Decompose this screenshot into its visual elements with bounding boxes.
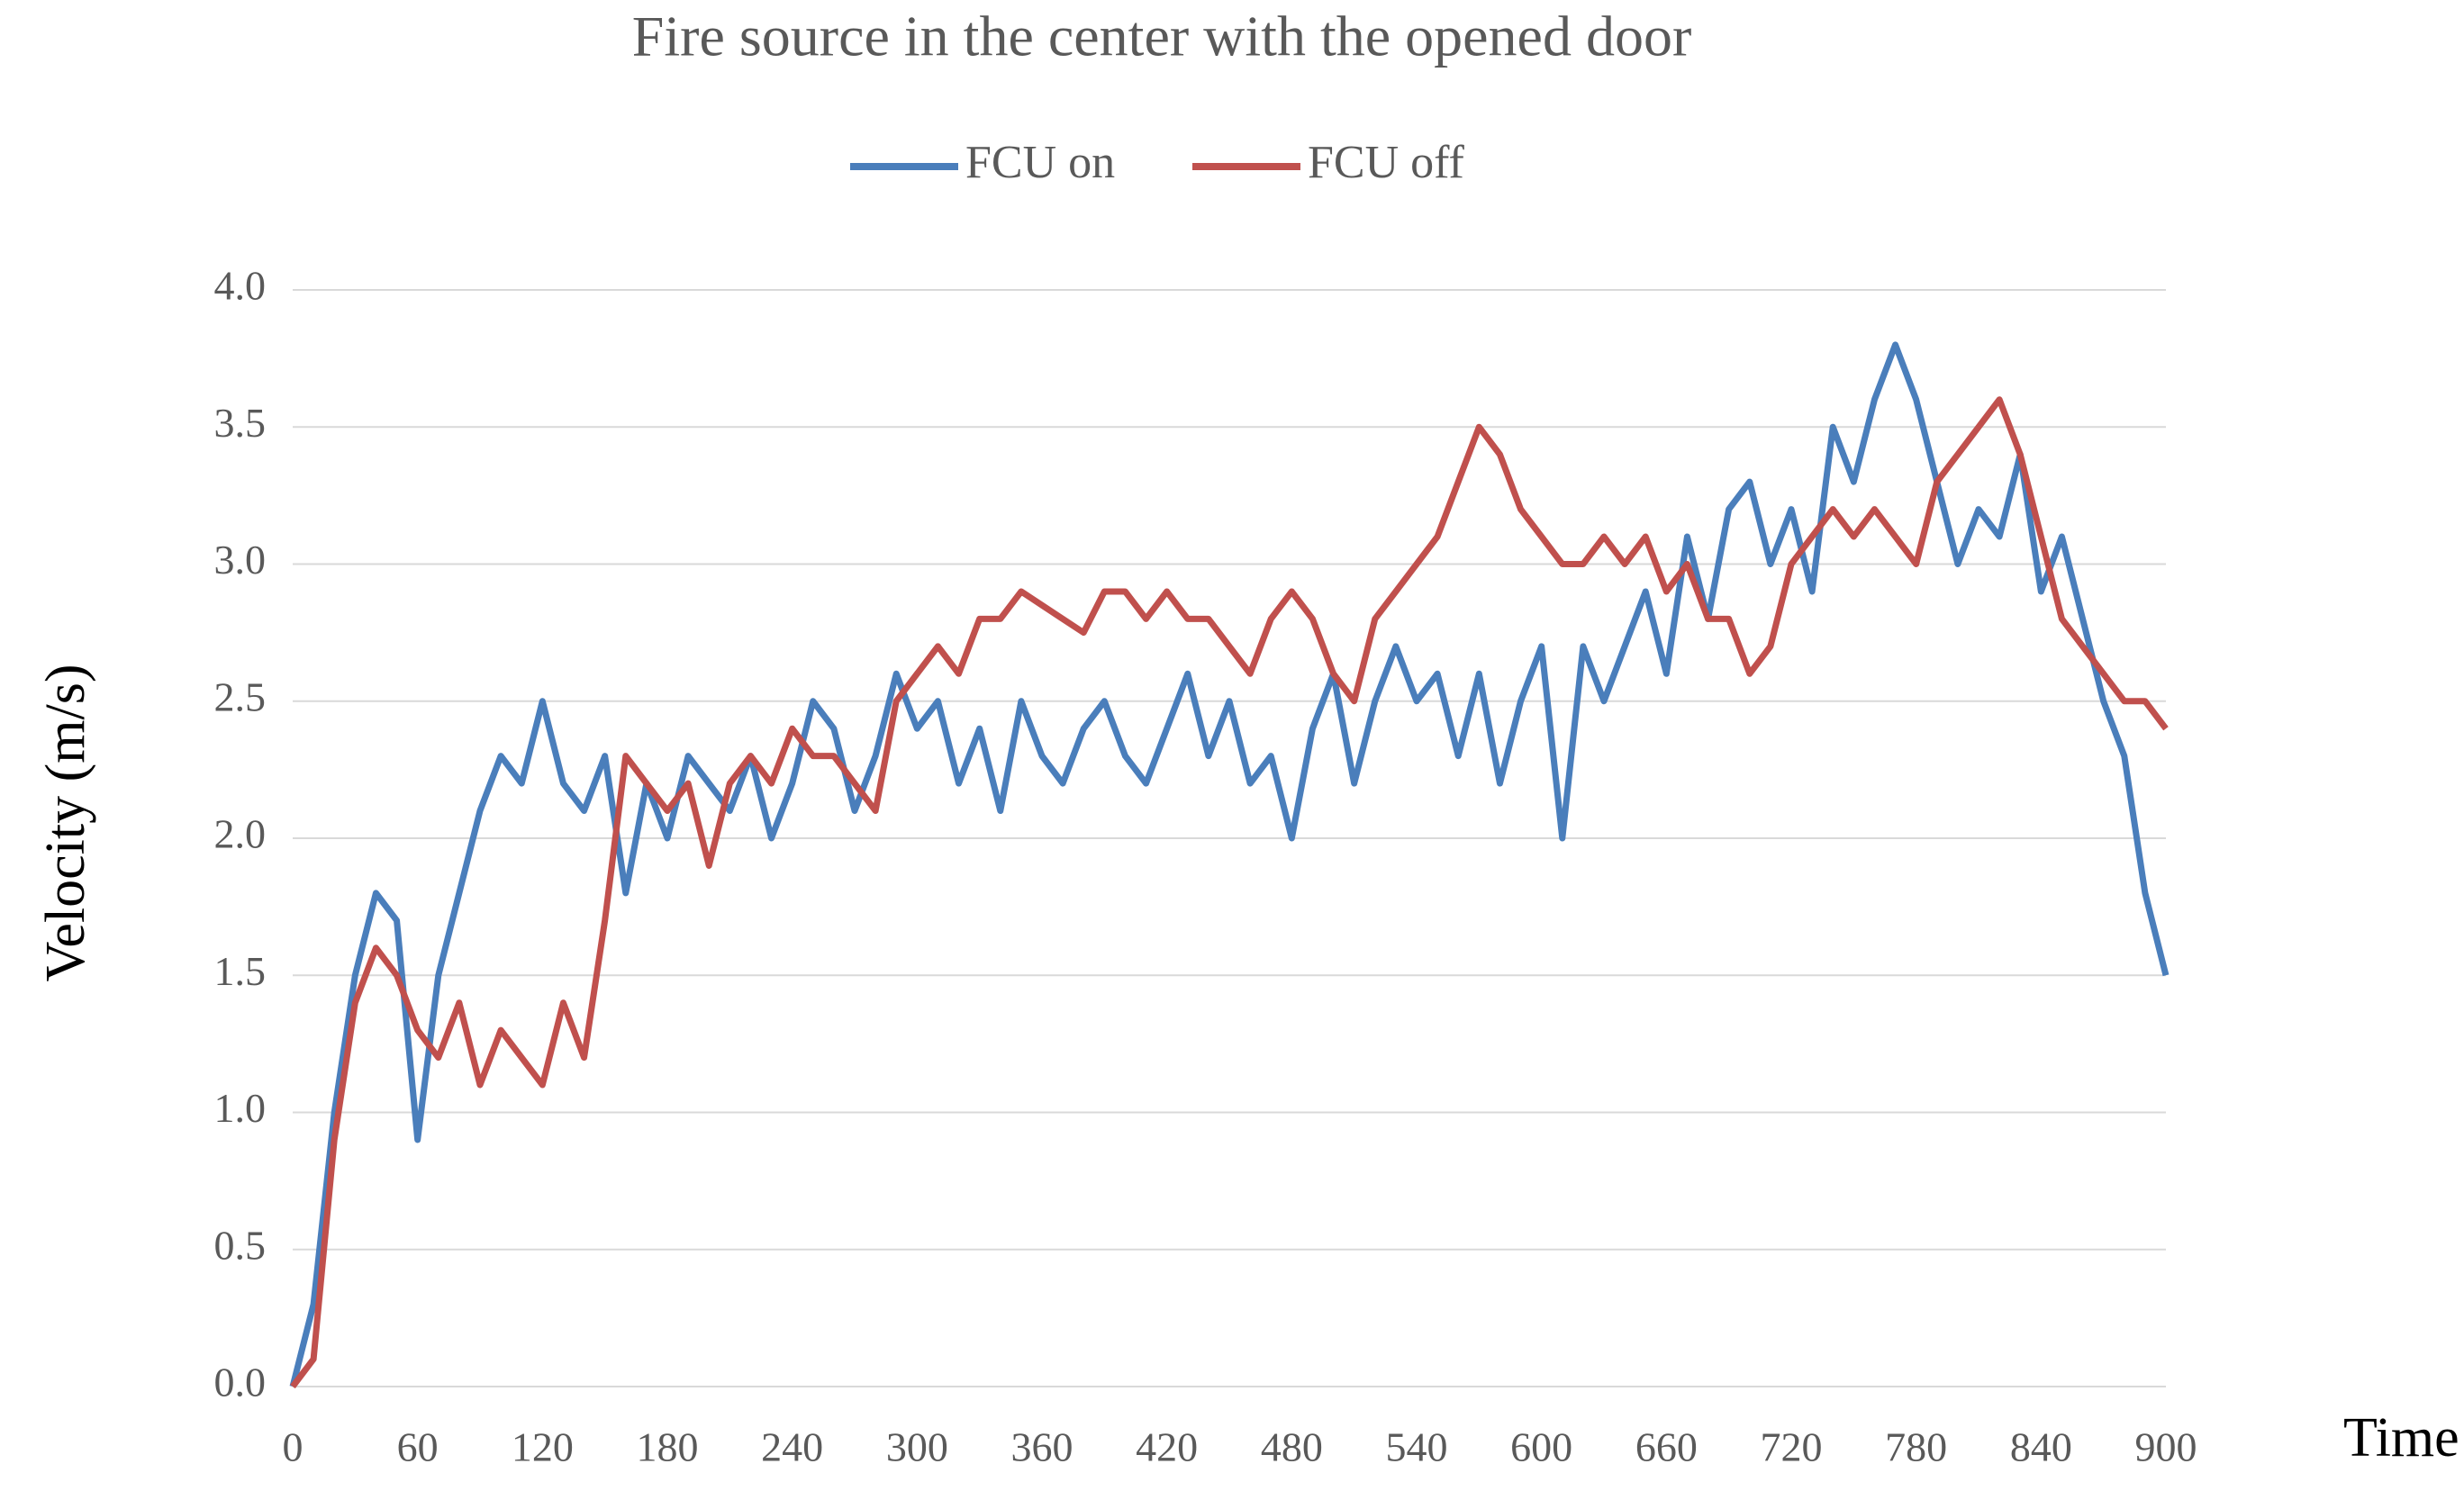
data-line <box>290 396 2169 1389</box>
x-tick-label: 360 <box>1011 1424 1073 1470</box>
x-tick-label: 120 <box>512 1424 574 1470</box>
x-tick-label: 600 <box>1510 1424 1572 1470</box>
data-line <box>289 341 2170 1387</box>
y-tick-label: 2.0 <box>214 811 267 857</box>
y-tick-label: 2.5 <box>214 673 267 719</box>
x-tick-label: 540 <box>1386 1424 1448 1470</box>
x-tick-label: 840 <box>2010 1424 2072 1470</box>
x-tick-label: 780 <box>1885 1424 1947 1470</box>
x-axis-label: Time (s) <box>2343 1407 2464 1468</box>
y-tick-label: 0.5 <box>214 1222 267 1268</box>
chart-title: Fire source in the center with the opene… <box>632 5 1692 68</box>
x-tick-label: 480 <box>1261 1424 1323 1470</box>
legend-label: FCU on <box>965 137 1115 188</box>
x-tick-label: 420 <box>1136 1424 1198 1470</box>
x-tick-label: 240 <box>761 1424 823 1470</box>
y-tick-label: 3.0 <box>214 537 267 583</box>
x-tick-label: 300 <box>886 1424 948 1470</box>
y-tick-label: 1.5 <box>214 948 267 994</box>
y-tick-label: 3.5 <box>214 400 267 446</box>
x-tick-label: 660 <box>1635 1424 1698 1470</box>
y-tick-label: 0.0 <box>214 1360 267 1405</box>
x-tick-label: 900 <box>2135 1424 2197 1470</box>
x-tick-label: 60 <box>397 1424 439 1470</box>
x-tick-label: 180 <box>637 1424 699 1470</box>
x-tick-label: 0 <box>283 1424 303 1470</box>
y-tick-label: 1.0 <box>214 1085 267 1131</box>
x-tick-label: 720 <box>1761 1424 1823 1470</box>
y-tick-label: 4.0 <box>214 263 267 309</box>
legend-label: FCU off <box>1308 137 1465 188</box>
y-axis-label: Velocity (m/s) <box>35 664 96 982</box>
